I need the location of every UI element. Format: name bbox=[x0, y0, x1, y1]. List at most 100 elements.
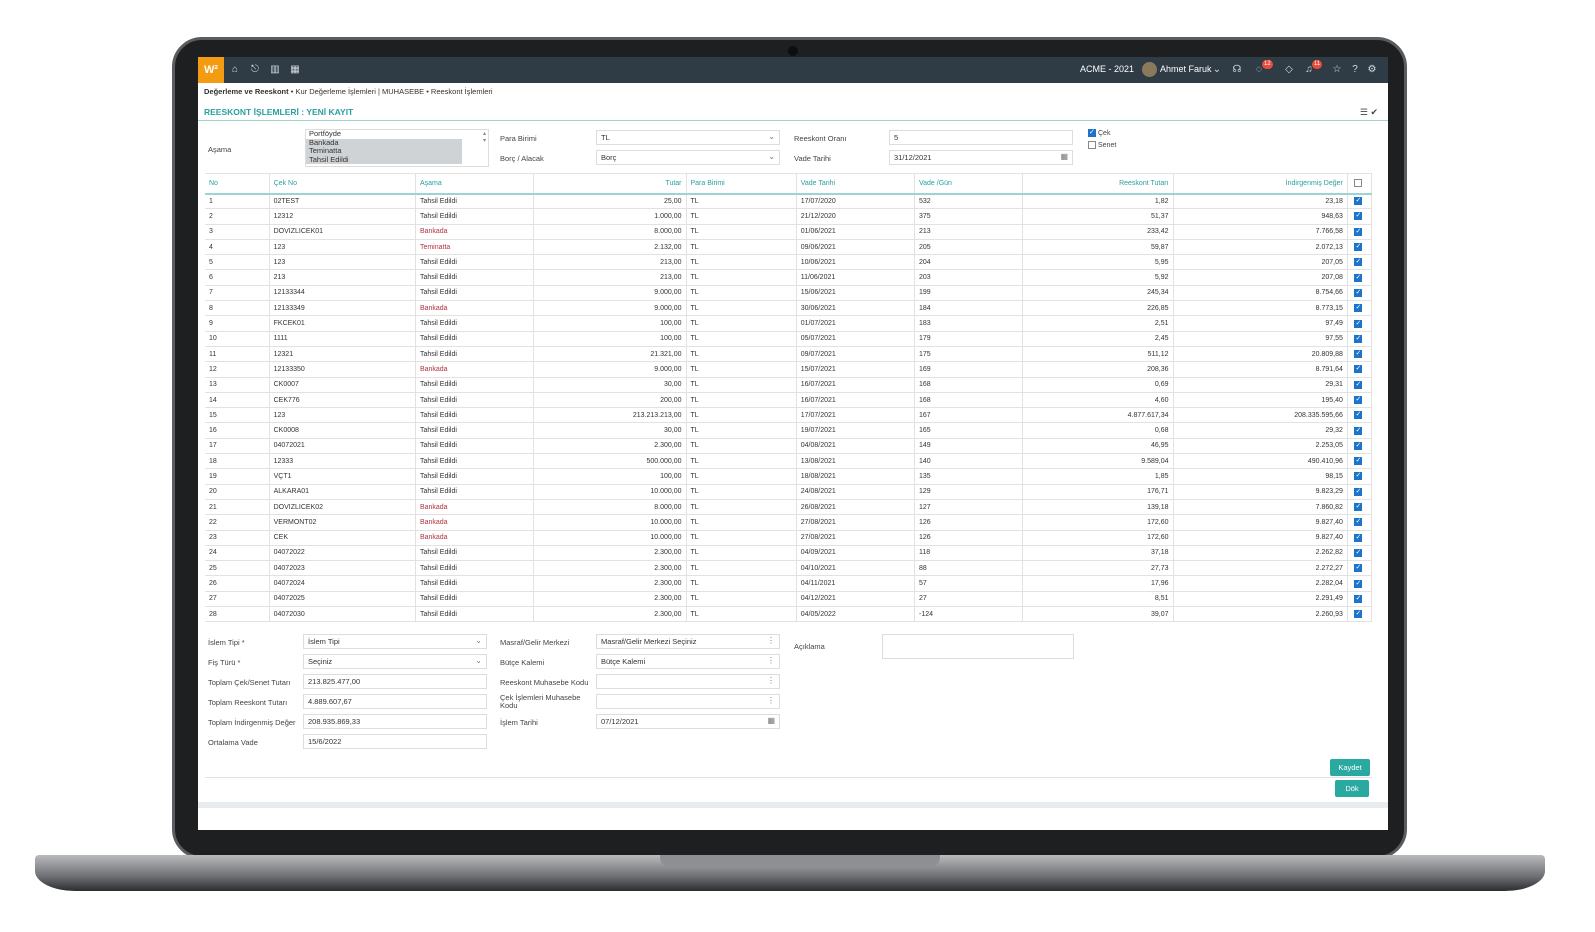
table-row[interactable]: 7 12133344 Tahsil Edildi 9.000,00 TL 15/06/20… bbox=[205, 285, 1373, 302]
more-icon[interactable]: ⋮ bbox=[767, 676, 775, 685]
row-checkbox[interactable] bbox=[1347, 361, 1373, 378]
row-checkbox[interactable] bbox=[1347, 224, 1373, 240]
checkbox-icon[interactable] bbox=[1354, 319, 1363, 328]
checkbox-icon[interactable] bbox=[1354, 273, 1363, 282]
chart-icon[interactable]: ▥ bbox=[270, 64, 280, 75]
cek-muhasebe-input[interactable]: ⋮ bbox=[596, 694, 780, 709]
row-checkbox[interactable] bbox=[1347, 499, 1373, 516]
masraf-select[interactable]: Masraf/Gelir Merkezi Seçiniz ⋮ bbox=[596, 634, 780, 649]
row-checkbox[interactable] bbox=[1347, 331, 1373, 347]
checkbox-icon[interactable] bbox=[1354, 288, 1363, 297]
row-checkbox[interactable] bbox=[1347, 315, 1373, 332]
table-row[interactable]: 21 DOVIZLICEK02 Bankada 8.000,00 TL 26/08/202… bbox=[205, 499, 1373, 516]
home-icon[interactable]: ⌂ bbox=[231, 64, 239, 75]
table-row[interactable]: 20 ALKARA01 Tahsil Edildi 10.000,00 TL 24/08/… bbox=[205, 484, 1373, 500]
table-row[interactable]: 2 12312 Tahsil Edildi 1.000,00 TL 21/12/2020 3… bbox=[205, 208, 1373, 225]
help-icon[interactable]: ? bbox=[1352, 64, 1358, 75]
more-icon[interactable]: ⋮ bbox=[767, 696, 775, 705]
star-icon[interactable]: ☆ bbox=[1332, 64, 1342, 75]
row-checkbox[interactable] bbox=[1347, 208, 1373, 225]
checkbox-icon[interactable] bbox=[1354, 456, 1363, 466]
save-button[interactable]: Kaydet bbox=[1330, 759, 1370, 776]
cek-checkbox[interactable]: Çek bbox=[1088, 128, 1110, 137]
checkbox-icon[interactable] bbox=[1354, 334, 1363, 343]
dok-button[interactable]: Dök bbox=[1335, 780, 1369, 797]
table-row[interactable]: 22 VERMONT02 Bankada 10.000,00 TL 27/08/2021 1… bbox=[205, 514, 1373, 531]
col-cek-no[interactable]: Çek No bbox=[269, 173, 416, 195]
breadcrumb-level2[interactable]: Reeskont İşlemleri bbox=[430, 87, 493, 96]
table-row[interactable]: 1 02TEST Tahsil Edildi 25,00 TL 17/07/2020 532… bbox=[205, 193, 1373, 210]
list-item[interactable]: Bankada bbox=[306, 138, 462, 148]
col-no[interactable]: No bbox=[205, 173, 270, 195]
gear-icon[interactable]: ⚙ bbox=[1367, 64, 1377, 75]
table-row[interactable]: 8 12133349 Bankada 9.000,00 TL 30/06/2021 184 2… bbox=[205, 300, 1373, 317]
bell-icon[interactable]: ♫ bbox=[1305, 64, 1313, 75]
reeskont-orani-input[interactable]: 5 bbox=[889, 130, 1073, 145]
row-checkbox[interactable] bbox=[1347, 392, 1373, 409]
avatar[interactable] bbox=[1142, 62, 1157, 77]
table-row[interactable]: 6 213 Tahsil Edildi 213,00 TL 11/06/2021 203 5,… bbox=[205, 269, 1373, 286]
headset-icon[interactable]: ☊ bbox=[1232, 64, 1242, 75]
checkbox-icon[interactable] bbox=[1354, 426, 1363, 435]
row-checkbox[interactable] bbox=[1347, 453, 1373, 470]
checkbox-icon[interactable] bbox=[1354, 579, 1363, 588]
row-checkbox[interactable] bbox=[1347, 377, 1373, 393]
islem-tarihi-input[interactable]: 07/12/2021 ▦ bbox=[596, 714, 780, 729]
table-row[interactable]: 11 12321 Tahsil Edildi 21.321,00 TL 09/07/202… bbox=[205, 346, 1373, 363]
row-checkbox[interactable] bbox=[1347, 346, 1373, 363]
row-checkbox[interactable] bbox=[1347, 438, 1373, 455]
checkbox-icon[interactable] bbox=[1354, 179, 1363, 188]
checkbox-icon[interactable] bbox=[1354, 211, 1363, 221]
chevron-down-icon[interactable]: ⌄ bbox=[1212, 64, 1222, 75]
select-all-checkbox[interactable] bbox=[1347, 173, 1373, 195]
table-row[interactable]: 18 12333 Tahsil Edildi 500.000,00 TL 13/08/20… bbox=[205, 453, 1373, 470]
checkbox-icon[interactable] bbox=[1354, 196, 1363, 206]
row-checkbox[interactable] bbox=[1347, 254, 1373, 271]
breadcrumb-root[interactable]: Değerleme ve Reeskont bbox=[204, 87, 289, 96]
checkbox-icon[interactable] bbox=[1354, 441, 1363, 450]
col-para-birimi[interactable]: Para Birimi bbox=[686, 173, 797, 195]
col-vade-tarihi[interactable]: Vade Tarihi bbox=[796, 173, 915, 195]
table-row[interactable]: 3 DOVIZLICEK01 Bankada 8.000,00 TL 01/06/2021… bbox=[205, 224, 1373, 240]
borc-alacak-select[interactable]: Borç ⌄ bbox=[596, 150, 780, 165]
checkbox-icon[interactable] bbox=[1354, 533, 1363, 542]
checkbox-icon[interactable] bbox=[1354, 548, 1363, 557]
checkbox-icon[interactable] bbox=[1354, 395, 1363, 404]
row-checkbox[interactable] bbox=[1347, 422, 1373, 439]
company-selector[interactable]: ACME - 2021 bbox=[1080, 64, 1135, 74]
checkbox-icon[interactable] bbox=[1354, 303, 1363, 313]
ortalama-vade-field[interactable]: 15/6/2022 bbox=[303, 734, 487, 749]
col-indirgenmis-deger[interactable]: İndirgenmiş Değer bbox=[1173, 173, 1348, 195]
check-icon[interactable]: ✔ bbox=[1370, 107, 1378, 117]
scrollbar[interactable]: ▴ ▾ bbox=[482, 131, 486, 144]
checkbox-icon[interactable] bbox=[1354, 594, 1363, 603]
row-checkbox[interactable] bbox=[1347, 407, 1373, 424]
table-row[interactable]: 12 12133350 Bankada 9.000,00 TL 15/07/2021 169… bbox=[205, 361, 1373, 378]
checkbox-icon[interactable] bbox=[1354, 502, 1363, 512]
col-tutar[interactable]: Tutar bbox=[533, 173, 687, 195]
aciklama-textarea[interactable] bbox=[882, 634, 1074, 659]
checkbox-icon[interactable] bbox=[1354, 517, 1363, 527]
checkbox-icon[interactable] bbox=[1354, 471, 1363, 481]
app-logo[interactable]: W² bbox=[198, 57, 224, 83]
row-checkbox[interactable] bbox=[1347, 285, 1373, 302]
table-row[interactable]: 5 123 Tahsil Edildi 213,00 TL 10/06/2021 204 5,… bbox=[205, 254, 1373, 271]
calendar-icon[interactable]: ▦ bbox=[767, 716, 775, 725]
user-menu[interactable]: Ahmet Faruk bbox=[1160, 64, 1212, 74]
row-checkbox[interactable] bbox=[1347, 300, 1373, 317]
checkbox-icon[interactable] bbox=[1354, 410, 1363, 420]
table-row[interactable]: 26 04072024 Tahsil Edildi 2.300,00 TL 04/11/2… bbox=[205, 575, 1373, 592]
checkbox-icon[interactable] bbox=[1354, 380, 1363, 389]
col-vade-gun[interactable]: Vade /Gün bbox=[914, 173, 1024, 195]
toplam-reeskont-field[interactable]: 4.889.607,67 bbox=[303, 694, 487, 709]
row-checkbox[interactable] bbox=[1347, 193, 1373, 210]
table-row[interactable]: 9 FKCEK01 Tahsil Edildi 100,00 TL 01/07/2021 1… bbox=[205, 315, 1373, 332]
checkbox-icon[interactable] bbox=[1354, 487, 1363, 496]
table-row[interactable]: 25 04072023 Tahsil Edildi 2.300,00 TL 04/10/2… bbox=[205, 560, 1373, 577]
checkbox-icon[interactable] bbox=[1354, 349, 1363, 359]
table-row[interactable]: 4 123 Teminatta 2.132,00 TL 09/06/2021 205 59,8… bbox=[205, 239, 1373, 256]
senet-checkbox[interactable]: Senet bbox=[1088, 141, 1116, 149]
table-row[interactable]: 15 123 Tahsil Edildi 213.213.213,00 TL 17/07/… bbox=[205, 407, 1373, 424]
row-checkbox[interactable] bbox=[1347, 468, 1373, 485]
row-checkbox[interactable] bbox=[1347, 530, 1373, 546]
